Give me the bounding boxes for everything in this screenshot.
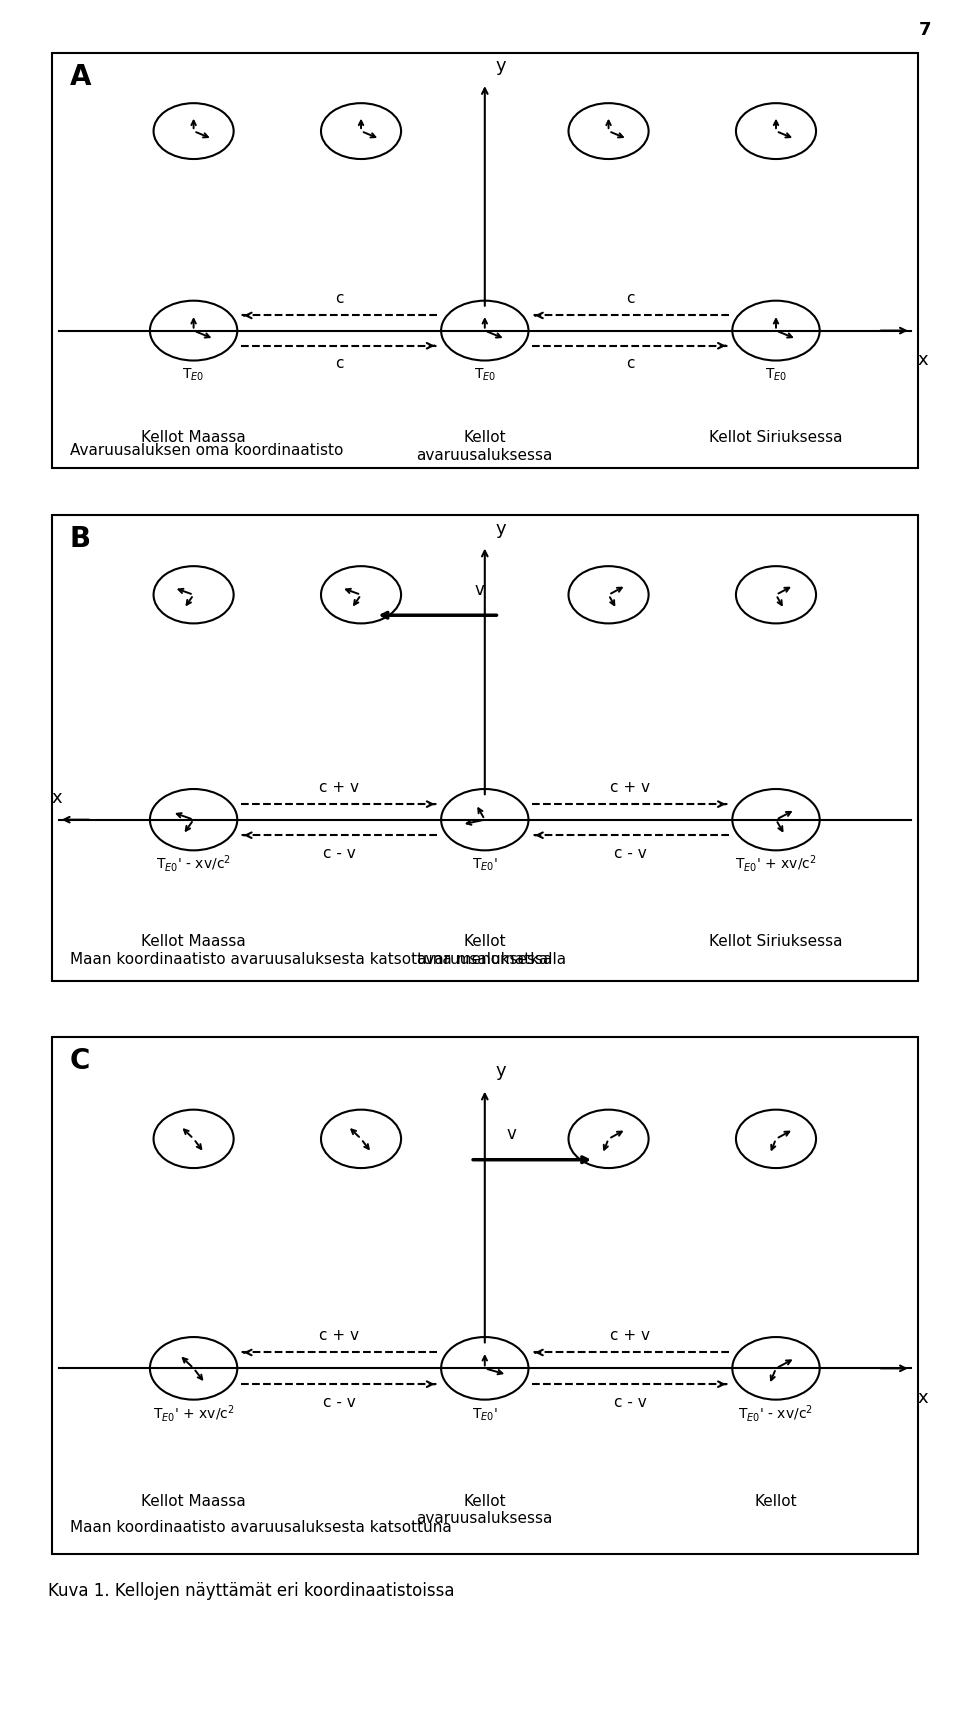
Text: T$_{E0}$: T$_{E0}$ — [765, 366, 787, 383]
Text: c - v: c - v — [323, 846, 355, 860]
Text: Maan koordinaatisto avaruusaluksesta katsottuna menomatkalla: Maan koordinaatisto avaruusaluksesta kat… — [70, 952, 566, 966]
Text: T$_{E0}$' - xv/c$^2$: T$_{E0}$' - xv/c$^2$ — [738, 1402, 813, 1424]
Text: T$_{E0}$: T$_{E0}$ — [473, 366, 496, 383]
Text: B: B — [70, 525, 91, 554]
Text: c: c — [335, 291, 344, 306]
Text: Kellot Maassa: Kellot Maassa — [141, 934, 246, 949]
Text: Kellot Maassa: Kellot Maassa — [141, 431, 246, 445]
Text: T$_{E0}$' + xv/c$^2$: T$_{E0}$' + xv/c$^2$ — [735, 853, 817, 874]
Text: x: x — [52, 790, 62, 807]
Text: Kellot
avaruusaluksessa: Kellot avaruusaluksessa — [417, 431, 553, 463]
Text: Kellot
avaruusaluksessa: Kellot avaruusaluksessa — [417, 934, 553, 966]
Text: c - v: c - v — [323, 1395, 355, 1411]
Text: 7: 7 — [919, 21, 931, 39]
Text: T$_{E0}$: T$_{E0}$ — [182, 366, 204, 383]
Text: T$_{E0}$' + xv/c$^2$: T$_{E0}$' + xv/c$^2$ — [153, 1402, 234, 1424]
Text: T$_{E0}$' - xv/c$^2$: T$_{E0}$' - xv/c$^2$ — [156, 853, 231, 874]
Text: v: v — [475, 581, 485, 598]
Text: c - v: c - v — [614, 846, 647, 860]
Text: Kellot
avaruusaluksessa: Kellot avaruusaluksessa — [417, 1493, 553, 1525]
Text: c + v: c + v — [611, 780, 651, 795]
Text: Kellot Maassa: Kellot Maassa — [141, 1493, 246, 1508]
Text: x: x — [918, 1389, 928, 1407]
Text: Kellot Siriuksessa: Kellot Siriuksessa — [709, 431, 843, 445]
Text: c + v: c + v — [319, 780, 359, 795]
Text: Kellot: Kellot — [755, 1493, 798, 1508]
Text: C: C — [70, 1047, 90, 1076]
Text: c - v: c - v — [614, 1395, 647, 1411]
Text: Avaruusaluksen oma koordinaatisto: Avaruusaluksen oma koordinaatisto — [70, 443, 344, 458]
Text: y: y — [495, 1062, 506, 1081]
Text: c: c — [626, 356, 635, 371]
Text: x: x — [918, 351, 928, 369]
Text: v: v — [507, 1125, 516, 1142]
Text: c + v: c + v — [319, 1329, 359, 1342]
Text: T$_{E0}$': T$_{E0}$' — [472, 857, 497, 874]
Text: Maan koordinaatisto avaruusaluksesta katsottuna: Maan koordinaatisto avaruusaluksesta kat… — [70, 1520, 451, 1536]
Text: Kuva 1. Kellojen näyttämät eri koordinaatistoissa: Kuva 1. Kellojen näyttämät eri koordinaa… — [48, 1582, 454, 1601]
Text: c: c — [626, 291, 635, 306]
Text: y: y — [495, 520, 506, 537]
Text: A: A — [70, 63, 91, 91]
Text: c + v: c + v — [611, 1329, 651, 1342]
Text: y: y — [495, 56, 506, 75]
Text: T$_{E0}$': T$_{E0}$' — [472, 1406, 497, 1423]
Text: Kellot Siriuksessa: Kellot Siriuksessa — [709, 934, 843, 949]
Text: c: c — [335, 356, 344, 371]
